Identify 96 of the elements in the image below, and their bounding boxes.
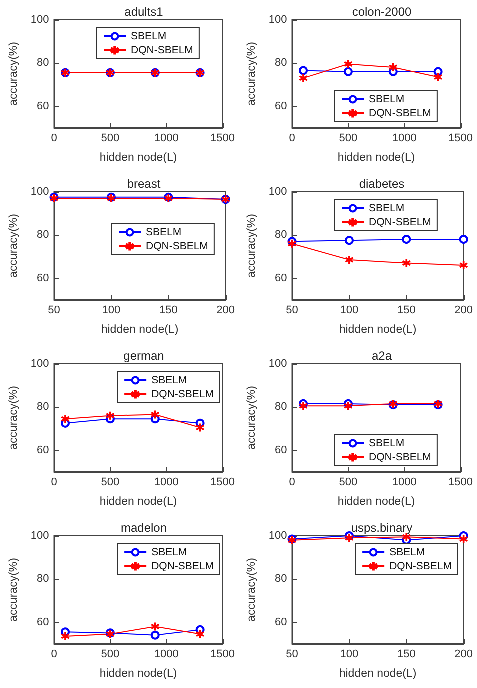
x-axis-title: hidden node(L): [100, 496, 178, 508]
y-tick-label: 100: [30, 14, 50, 26]
y-tick-label: 60: [275, 272, 288, 284]
y-tick-label: 80: [37, 401, 50, 414]
legend-label: DQN-SBELM: [369, 216, 432, 228]
x-tick-label: 1000: [392, 476, 417, 488]
x-tick-label: 500: [339, 132, 358, 144]
y-axis-title: accuracy(%): [8, 42, 20, 106]
y-tick-label: 60: [37, 272, 50, 284]
y-axis-title: accuracy(%): [8, 214, 20, 278]
legend-label: DQN-SBELM: [369, 108, 432, 120]
x-tick-label: 0: [51, 132, 58, 144]
x-axis-title: hidden node(L): [338, 496, 416, 508]
legend-label: SBELM: [390, 546, 426, 558]
x-axis-title: hidden node(L): [100, 668, 178, 680]
legend-label: SBELM: [369, 202, 405, 214]
x-tick-label: 1000: [154, 648, 179, 660]
x-axis-title: hidden node(L): [101, 324, 179, 336]
legend-label: DQN-SBELM: [131, 44, 194, 56]
x-tick-label: 200: [454, 648, 474, 660]
x-tick-label: 0: [289, 476, 296, 488]
x-tick-label: 50: [286, 648, 298, 660]
x-tick-label: 100: [102, 304, 121, 316]
legend-label: DQN-SBELM: [146, 240, 208, 252]
y-tick-label: 60: [275, 616, 288, 628]
y-tick-label: 80: [275, 573, 288, 586]
x-axis-title: hidden node(L): [338, 152, 416, 164]
y-axis-title: accuracy(%): [246, 42, 258, 106]
y-tick-label: 100: [268, 358, 288, 370]
legend-label: SBELM: [131, 30, 167, 42]
x-tick-label: 100: [340, 648, 359, 660]
x-tick-label: 150: [397, 304, 416, 316]
legend-label: DQN-SBELM: [390, 560, 452, 572]
x-axis-title: hidden node(L): [100, 152, 178, 164]
chart-title: usps.binary: [351, 521, 413, 535]
legend-label: SBELM: [152, 374, 188, 386]
y-tick-label: 100: [268, 530, 288, 542]
y-axis-title: accuracy(%): [8, 386, 20, 450]
y-tick-label: 100: [268, 186, 288, 198]
legend-label: SBELM: [369, 438, 405, 450]
y-tick-label: 80: [275, 57, 288, 70]
chart-title: diabetes: [359, 177, 405, 191]
y-tick-label: 80: [37, 57, 50, 70]
legend-label: SBELM: [146, 226, 182, 238]
y-tick-label: 60: [37, 616, 50, 628]
x-tick-label: 0: [289, 132, 296, 144]
x-tick-label: 50: [286, 304, 298, 316]
legend-label: DQN-SBELM: [369, 452, 432, 464]
y-axis-title: accuracy(%): [8, 558, 20, 622]
y-axis-title: accuracy(%): [246, 558, 258, 622]
x-tick-label: 1500: [210, 476, 236, 488]
x-tick-label: 0: [51, 648, 58, 660]
y-tick-label: 80: [37, 229, 50, 242]
x-tick-label: 500: [101, 132, 120, 144]
legend-label: DQN-SBELM: [152, 388, 214, 400]
x-tick-label: 200: [216, 304, 236, 316]
y-tick-label: 100: [30, 186, 50, 198]
y-tick-label: 80: [37, 573, 50, 586]
x-tick-label: 1500: [210, 648, 236, 660]
x-axis-title: hidden node(L): [339, 324, 417, 336]
x-tick-label: 150: [397, 648, 416, 660]
y-tick-label: 80: [275, 229, 288, 242]
x-tick-label: 1000: [392, 132, 417, 144]
x-tick-label: 50: [48, 304, 60, 316]
y-tick-label: 100: [30, 530, 50, 542]
y-tick-label: 60: [37, 444, 50, 456]
x-tick-label: 1000: [154, 132, 179, 144]
x-tick-label: 500: [101, 476, 120, 488]
legend-label: DQN-SBELM: [152, 560, 214, 572]
x-tick-label: 1500: [448, 476, 474, 488]
chart-title: adults1: [124, 5, 164, 19]
chart-title: a2a: [372, 349, 392, 363]
x-tick-label: 0: [51, 476, 58, 488]
x-tick-label: 200: [454, 304, 474, 316]
y-tick-label: 60: [275, 100, 288, 112]
y-tick-label: 100: [30, 358, 50, 370]
y-axis-title: accuracy(%): [246, 386, 258, 450]
legend-label: SBELM: [152, 546, 188, 558]
x-tick-label: 500: [339, 476, 358, 488]
x-tick-label: 100: [340, 304, 359, 316]
x-tick-label: 1500: [210, 132, 236, 144]
x-tick-label: 150: [159, 304, 178, 316]
x-tick-label: 1500: [448, 132, 474, 144]
x-tick-label: 500: [101, 648, 120, 660]
y-axis-title: accuracy(%): [246, 214, 258, 278]
chart-title: colon-2000: [352, 5, 412, 19]
y-tick-label: 100: [268, 14, 288, 26]
legend-label: SBELM: [369, 94, 405, 106]
y-tick-label: 80: [275, 401, 288, 414]
chart-title: madelon: [120, 521, 168, 535]
y-tick-label: 60: [275, 444, 288, 456]
chart-title: german: [124, 349, 164, 363]
x-tick-label: 1000: [154, 476, 179, 488]
y-tick-label: 60: [37, 100, 50, 112]
x-axis-title: hidden node(L): [339, 668, 417, 680]
chart-title: breast: [127, 177, 162, 191]
